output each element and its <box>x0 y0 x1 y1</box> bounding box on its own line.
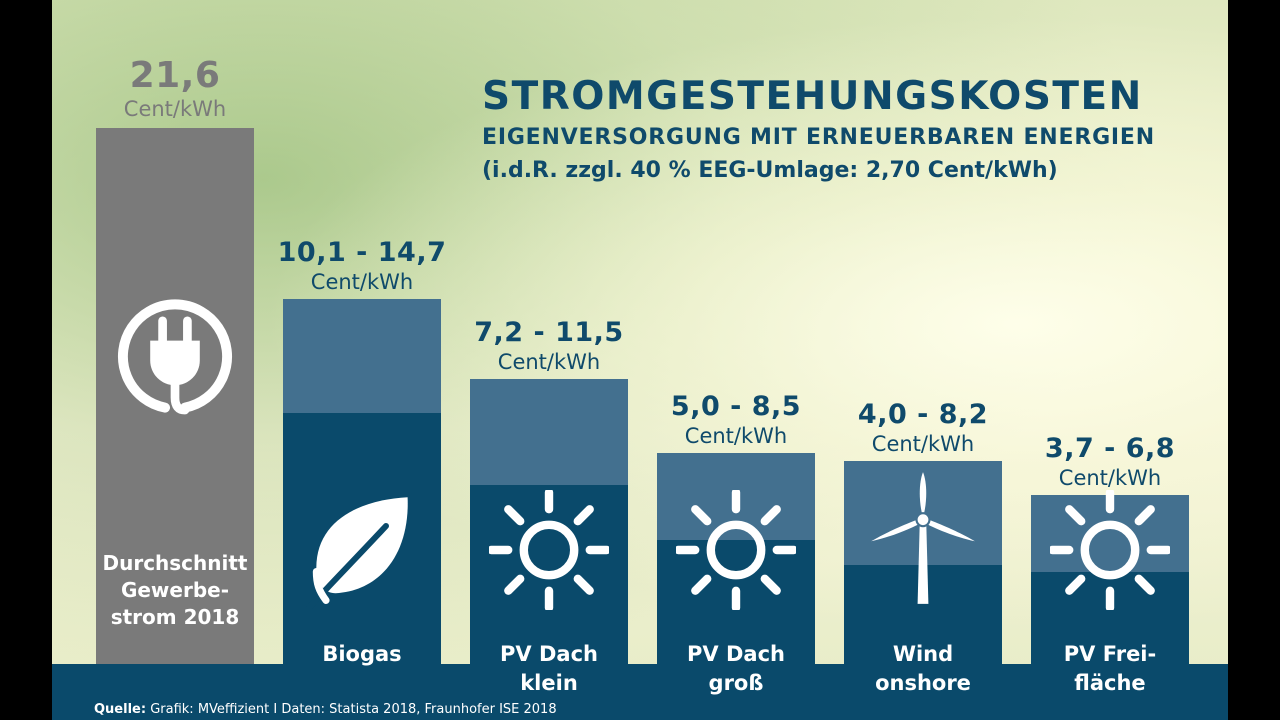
source-text: Grafik: MVeffizient I Daten: Statista 20… <box>150 702 557 717</box>
sun-icon <box>487 488 611 614</box>
reference-category-line: Durchschnitt <box>102 551 248 575</box>
value-unit: Cent/kWh <box>310 270 414 295</box>
category-line: PV Dach <box>687 642 785 666</box>
category-line: klein <box>520 671 578 695</box>
range-bar <box>283 299 441 664</box>
value-unit: Cent/kWh <box>1058 466 1162 491</box>
value-label: 4,0 - 8,2 Cent/kWh <box>813 399 1033 457</box>
reference-value: 21,6 <box>129 55 221 96</box>
value-range: 10,1 - 14,7 <box>277 237 447 269</box>
value-label: 7,2 - 11,5 Cent/kWh <box>439 317 659 375</box>
source-note: Quelle: Grafik: MVeffizient I Daten: Sta… <box>94 702 557 717</box>
category-label: PV Dach groß <box>657 640 815 698</box>
reference-category-label: Durchschnitt Gewerbe-strom 2018 <box>96 550 254 631</box>
value-unit: Cent/kWh <box>871 431 975 456</box>
range-bar <box>1031 495 1189 664</box>
sun-icon <box>1048 488 1172 614</box>
chart-title: STROMGESTEHUNGSKOSTEN <box>482 74 1143 119</box>
category-label: PV Frei-fläche <box>1031 640 1189 698</box>
reference-unit: Cent/kWh <box>123 97 227 121</box>
value-label: 3,7 - 6,8 Cent/kWh <box>1000 433 1220 491</box>
chart-note: (i.d.R. zzgl. 40 % EEG-Umlage: 2,70 Cent… <box>482 158 1058 183</box>
category-line: onshore <box>875 671 971 695</box>
reference-category-line: strom 2018 <box>110 605 240 629</box>
category-line: PV Frei- <box>1063 642 1157 666</box>
category-line: Wind <box>892 642 954 666</box>
plug-icon <box>113 296 237 424</box>
category-label: Biogas <box>283 640 441 669</box>
reference-value-label: 21,6 Cent/kWh <box>65 56 285 122</box>
category-line: Biogas <box>322 642 402 666</box>
range-bar-max <box>283 299 441 414</box>
value-label: 5,0 - 8,5 Cent/kWh <box>626 391 846 449</box>
category-footer: Quelle: Grafik: MVeffizient I Daten: Sta… <box>52 642 1228 720</box>
value-range: 3,7 - 6,8 <box>1044 433 1176 465</box>
value-unit: Cent/kWh <box>497 349 601 374</box>
category-label: PV Dach klein <box>470 640 628 698</box>
reference-category-line: Gewerbe- <box>120 578 230 602</box>
value-unit: Cent/kWh <box>684 424 788 449</box>
category-label: Wind onshore <box>844 640 1002 698</box>
category-line: PV Dach <box>500 642 598 666</box>
value-range: 5,0 - 8,5 <box>670 391 802 423</box>
bar-chart: 21,6 Cent/kWh Durchschnitt Gewerbe-strom 20… <box>52 0 1228 720</box>
source-label: Quelle: <box>94 702 147 717</box>
value-range: 4,0 - 8,2 <box>857 398 989 430</box>
range-bar-max <box>470 378 628 486</box>
category-line: groß <box>708 671 764 695</box>
value-label: 10,1 - 14,7 Cent/kWh <box>252 237 472 295</box>
category-line: fläche <box>1074 671 1146 695</box>
chart-subtitle: EIGENVERSORGUNG MIT ERNEUERBAREN ENERGIE… <box>482 125 1155 150</box>
leaf-icon <box>302 490 422 614</box>
infographic: STROMGESTEHUNGSKOSTEN EIGENVERSORGUNG MI… <box>52 0 1228 720</box>
value-range: 7,2 - 11,5 <box>474 316 624 348</box>
sun-icon <box>674 488 798 614</box>
wind-turbine-icon <box>869 470 977 609</box>
